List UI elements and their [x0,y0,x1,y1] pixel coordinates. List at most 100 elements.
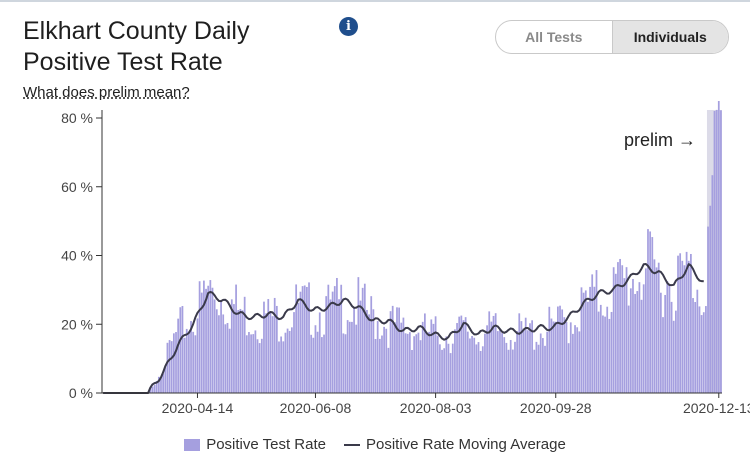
legend-bar-label: Positive Test Rate [206,436,326,453]
rate-bar [516,331,518,393]
rate-bar [374,339,377,393]
rate-bar [462,320,465,393]
rate-bar [310,334,313,393]
rate-bar [303,285,306,393]
rate-bar [576,327,579,393]
rate-bar [705,306,707,393]
rate-bar [151,386,154,393]
rate-bar [544,345,546,393]
prelim-help-link[interactable]: What does prelim mean? [23,84,190,101]
rate-bar [451,343,454,393]
rate-bar [687,260,690,393]
rate-bar [518,313,521,393]
rate-bar [278,341,280,393]
rate-bar [520,321,523,393]
rate-bar [181,305,184,393]
rate-bar [226,322,229,393]
rate-bar [417,332,420,393]
rate-bar [589,286,591,393]
rate-bar [230,299,233,393]
top-divider [0,0,750,2]
rate-bar [565,321,568,393]
rate-bar [383,326,385,393]
rate-bar [477,342,480,393]
rate-bar [256,339,259,393]
rate-bar [599,304,602,393]
rate-bar [640,299,643,393]
rate-bar [185,328,188,393]
individuals-button[interactable]: Individuals [611,21,728,53]
legend-item-bars[interactable]: Positive Test Rate [184,436,326,453]
rate-bar [651,237,654,393]
prelim-annotation: prelim → [624,130,696,150]
rate-bar [614,273,617,393]
rate-bar [638,282,641,393]
rate-bar [492,315,495,393]
rate-bar [235,284,237,393]
info-icon[interactable]: i [339,17,358,36]
rate-bar [423,313,426,393]
rate-bar [623,278,626,393]
rate-bar [647,229,649,393]
rate-bar [683,265,686,393]
rate-bar [715,109,718,393]
rate-bar [531,320,534,393]
rate-bar [348,321,351,393]
rate-bar [327,284,330,393]
rate-bar [391,305,394,393]
rate-bar [541,338,544,393]
rate-bar [490,321,493,393]
rate-bar [499,329,501,393]
rate-bar [434,316,437,393]
rate-bar [582,292,585,393]
rate-bar [353,308,355,393]
rate-bar [168,340,171,393]
rate-bar [514,341,516,393]
y-tick-label: 20 % [61,316,93,332]
legend-bar-swatch [184,438,201,451]
title-line-2: Positive Test Rate [23,48,223,76]
rate-bar [466,331,469,393]
x-tick-label: 2020-12-13 [683,400,750,416]
rate-bar [554,321,557,393]
y-tick-label: 0 % [69,385,93,401]
rate-bar [286,328,289,393]
rate-bar [190,321,192,393]
rate-bar [155,380,158,393]
rate-bar [700,315,703,393]
rate-bar [548,306,551,393]
rate-bar [237,310,240,393]
rate-bar [649,231,652,393]
rate-bar [469,338,471,393]
rate-bar [557,306,559,393]
rate-bar [707,226,709,393]
rate-bar [460,315,463,393]
rate-bar [233,304,235,393]
rate-bar [522,328,525,393]
rate-bar [149,388,152,393]
rate-bar [241,310,244,393]
legend-item-line[interactable]: Positive Rate Moving Average [343,436,566,453]
rate-bar [209,280,212,393]
rate-bar [299,291,302,393]
rate-bar [430,319,433,393]
rate-bar [312,337,315,393]
all-tests-button[interactable]: All Tests [525,29,583,45]
rate-bar [501,333,503,393]
y-tick-label: 80 % [61,110,93,126]
y-tick-label: 60 % [61,179,93,195]
positive-rate-chart: 0 % 20 % 40 % 60 % 80 % 2020-04-14 2020-06-08 2… [61,101,750,416]
rate-bar [486,325,488,393]
rate-bar [608,318,611,393]
rate-bar [666,281,669,393]
rate-bar [336,277,338,393]
rate-bar [323,334,325,393]
y-tick-label: 40 % [61,248,93,264]
rate-bar [406,333,409,393]
rate-bar [245,335,248,393]
rate-bar [668,284,671,393]
rate-bar [172,333,175,393]
rate-bar [200,292,203,393]
rate-bar [690,253,692,393]
rate-bar [160,377,162,393]
